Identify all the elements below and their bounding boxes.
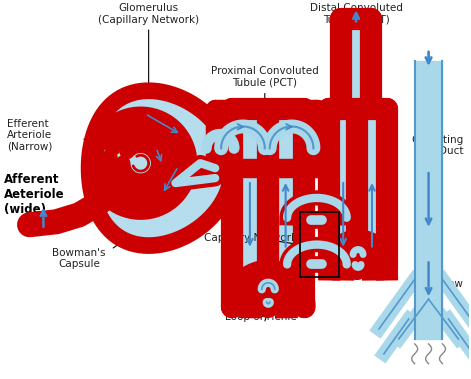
Text: Collecting
Duct: Collecting Duct — [411, 135, 463, 156]
Polygon shape — [89, 91, 232, 246]
Text: Capillary Network: Capillary Network — [204, 233, 298, 243]
Text: Proximal Convoluted
Tubule (PCT): Proximal Convoluted Tubule (PCT) — [211, 66, 319, 88]
Bar — [300, 212, 339, 277]
Text: Glomerulus
(Capillary Network): Glomerulus (Capillary Network) — [98, 3, 199, 25]
Text: Bowman's
Capsule: Bowman's Capsule — [52, 247, 106, 269]
Text: Distal Convoluted
Tubule (DCT): Distal Convoluted Tubule (DCT) — [309, 3, 403, 25]
Text: Afferent
Aeteriole
(wide): Afferent Aeteriole (wide) — [4, 174, 65, 216]
Text: Efferent
Arteriole
(Narrow): Efferent Arteriole (Narrow) — [7, 119, 52, 152]
Text: Urine Flow: Urine Flow — [408, 279, 463, 289]
Text: Loop of Henle: Loop of Henle — [225, 312, 297, 322]
